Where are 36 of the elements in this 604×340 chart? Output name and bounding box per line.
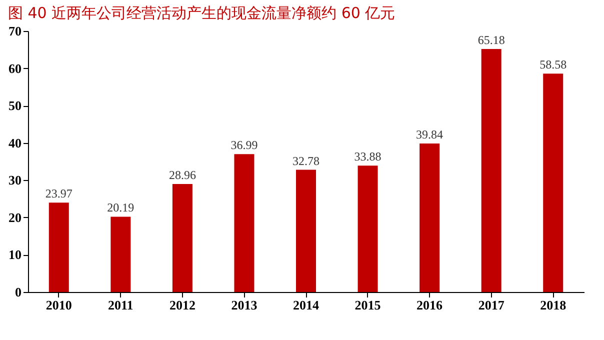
chart-title: 图 40 近两年公司经营活动产生的现金流量净额约 60 亿元	[8, 4, 396, 22]
bar	[234, 154, 254, 292]
data-label: 36.99	[230, 138, 258, 152]
data-label: 39.84	[416, 127, 444, 142]
y-tick-label: 10	[8, 247, 22, 262]
x-tick-label: 2011	[108, 298, 134, 312]
data-label: 33.88	[354, 150, 382, 164]
bar	[110, 216, 131, 292]
bar	[543, 74, 564, 292]
bar	[358, 166, 378, 292]
x-tick-label: 2014	[293, 298, 320, 312]
y-tick-label: 40	[8, 135, 22, 150]
data-label: 32.78	[292, 154, 320, 168]
data-label: 65.18	[478, 32, 505, 47]
x-tick-label: 2010	[46, 298, 72, 312]
data-label: 20.19	[107, 200, 134, 215]
bar	[172, 184, 192, 292]
x-tick-label: 2012	[169, 298, 196, 312]
x-tick-label: 2016	[416, 298, 444, 312]
x-tick-label: 2018	[540, 298, 567, 312]
x-tick-label: 2015	[354, 298, 382, 312]
y-tick-label: 50	[8, 98, 22, 114]
x-tick-label: 2017	[478, 298, 505, 312]
y-tick-label: 0	[15, 284, 22, 300]
data-label: 58.58	[540, 58, 567, 72]
bar	[48, 202, 69, 292]
y-tick-label: 30	[8, 172, 22, 188]
y-tick-label: 70	[8, 24, 22, 38]
data-label: 23.97	[45, 186, 72, 201]
x-tick-label: 2013	[231, 298, 258, 312]
y-tick-label: 60	[8, 60, 22, 76]
data-label: 28.96	[168, 168, 196, 182]
y-tick-label: 20	[8, 210, 22, 225]
bar	[481, 48, 502, 292]
bar	[296, 170, 316, 292]
bar	[420, 143, 440, 292]
